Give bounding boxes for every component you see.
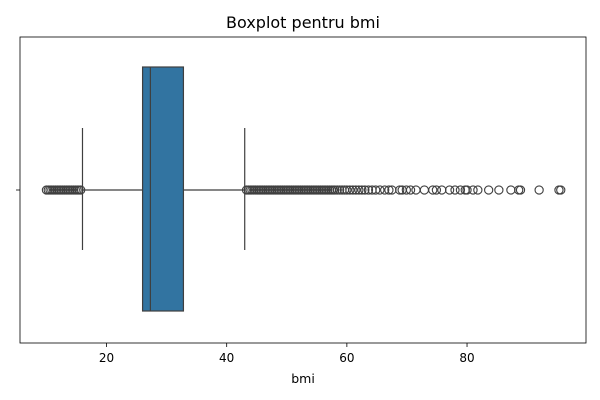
outlier-point: [411, 185, 421, 195]
outlier-point: [455, 185, 466, 195]
outlier-point: [371, 185, 381, 195]
outlier-point: [360, 185, 370, 195]
outlier-point: [351, 185, 361, 195]
outlier-point: [330, 185, 340, 195]
outlier-point: [348, 185, 358, 195]
outlier-point: [468, 185, 478, 195]
outlier-point: [431, 185, 442, 195]
x-tick-label: 40: [219, 351, 234, 365]
outlier-point: [437, 185, 447, 195]
outlier-point: [494, 185, 504, 195]
outlier-point: [554, 185, 564, 195]
outlier-point: [345, 185, 355, 195]
outlier-point: [405, 185, 416, 195]
outlier-point: [450, 185, 460, 195]
outlier-point: [332, 185, 342, 195]
outlier-point: [506, 185, 516, 195]
outlier-point: [514, 185, 524, 195]
outlier-point: [484, 185, 494, 195]
outlier-point: [419, 185, 430, 195]
outlier-point: [395, 185, 405, 195]
x-tick-label: 20: [99, 351, 114, 365]
axes: 20 40 60 80: [16, 189, 475, 365]
outlier-point: [556, 185, 566, 195]
outlier-point: [363, 185, 374, 195]
outlier-point: [354, 185, 364, 195]
iqr-box: [141, 66, 185, 312]
outlier-point: [384, 185, 394, 195]
outlier-point: [515, 185, 526, 195]
outlier-point: [428, 185, 438, 195]
chart-title: Boxplot pentru bmi: [226, 13, 380, 32]
outlier-point: [473, 185, 483, 195]
outlier-point: [534, 185, 544, 195]
outlier-point: [462, 185, 472, 195]
outlier-point: [357, 185, 367, 195]
outlier-point: [380, 185, 390, 195]
x-axis-label: bmi: [291, 371, 315, 386]
outlier-point: [76, 185, 86, 195]
outlier-point: [375, 185, 385, 195]
outlier-point: [460, 185, 470, 195]
outlier-point: [444, 185, 455, 195]
x-tick-label: 80: [459, 351, 474, 365]
outlier-point: [342, 185, 352, 195]
x-tick-label: 60: [339, 351, 354, 365]
chart-marks: [41, 66, 566, 312]
outlier-point: [401, 185, 411, 195]
outlier-point: [335, 185, 345, 195]
